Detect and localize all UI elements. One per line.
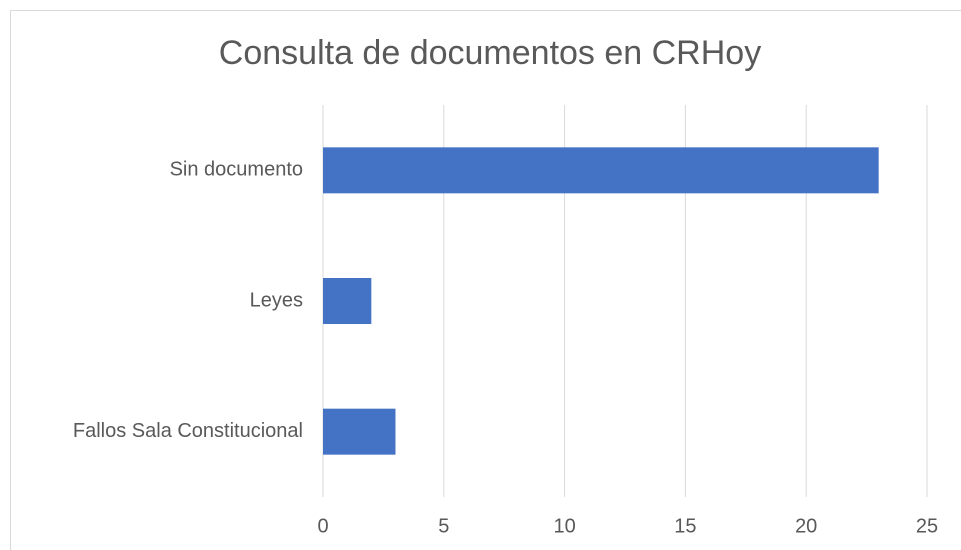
y-tick-label: Leyes [250,289,303,311]
x-tick-label: 25 [916,515,938,537]
y-tick-label: Sin documento [170,159,303,181]
bar [323,147,879,194]
x-tick-label: 0 [317,515,328,537]
chart-frame [10,10,961,550]
y-tick-label: Fallos Sala Constitucional [73,420,303,442]
x-tick-label: 20 [795,515,817,537]
bar [323,278,372,324]
x-tick-label: 5 [438,515,449,537]
x-tick-label: 15 [674,515,696,537]
bar [323,408,396,455]
chart-title: Consulta de documentos en CRHoy [219,34,761,72]
x-tick-label: 10 [553,515,575,537]
